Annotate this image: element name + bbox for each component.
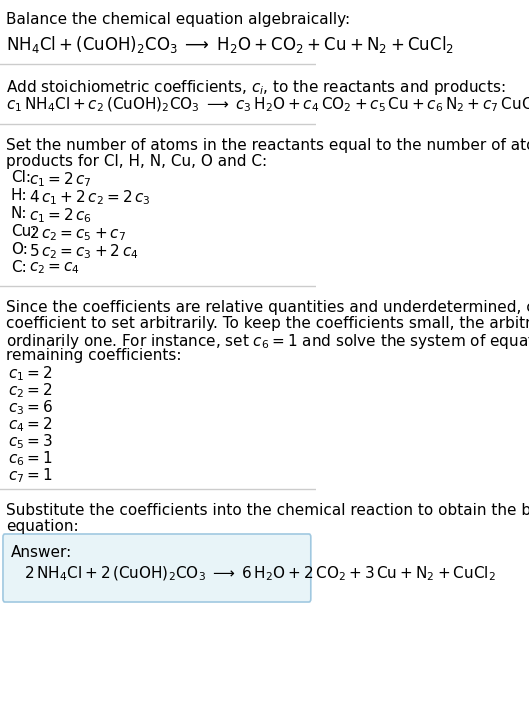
Text: $\mathrm{NH_4Cl + (CuOH)_2CO_3 \;\longrightarrow\; H_2O + CO_2 + Cu + N_2 + CuCl: $\mathrm{NH_4Cl + (CuOH)_2CO_3 \;\longri… [6, 34, 454, 55]
Text: C:: C: [11, 260, 26, 275]
Text: N:: N: [11, 206, 27, 221]
Text: $4\,c_1 + 2\,c_2 = 2\,c_3$: $4\,c_1 + 2\,c_2 = 2\,c_3$ [29, 188, 150, 206]
Text: $c_2 = c_4$: $c_2 = c_4$ [29, 260, 79, 276]
Text: $5\,c_2 = c_3 + 2\,c_4$: $5\,c_2 = c_3 + 2\,c_4$ [29, 242, 138, 261]
Text: $c_1 = 2\,c_7$: $c_1 = 2\,c_7$ [29, 170, 92, 189]
Text: $c_1\, \mathrm{NH_4Cl} + c_2\, \mathrm{(CuOH)_2CO_3} \;\longrightarrow\; c_3\, \: $c_1\, \mathrm{NH_4Cl} + c_2\, \mathrm{(… [6, 96, 529, 114]
Text: products for Cl, H, N, Cu, O and C:: products for Cl, H, N, Cu, O and C: [6, 154, 267, 169]
Text: Add stoichiometric coefficients, $c_i$, to the reactants and products:: Add stoichiometric coefficients, $c_i$, … [6, 78, 506, 97]
Text: equation:: equation: [6, 519, 79, 534]
Text: $c_1 = 2$: $c_1 = 2$ [8, 364, 53, 382]
Text: H:: H: [11, 188, 28, 203]
Text: $c_3 = 6$: $c_3 = 6$ [8, 398, 53, 417]
Text: Cu:: Cu: [11, 224, 36, 239]
Text: $2\,\mathrm{NH_4Cl} + 2\,(\mathrm{CuOH})_2\mathrm{CO_3} \;\longrightarrow\; 6\,\: $2\,\mathrm{NH_4Cl} + 2\,(\mathrm{CuOH})… [24, 565, 496, 583]
Text: Substitute the coefficients into the chemical reaction to obtain the balanced: Substitute the coefficients into the che… [6, 503, 529, 518]
Text: $c_4 = 2$: $c_4 = 2$ [8, 415, 53, 434]
Text: $c_7 = 1$: $c_7 = 1$ [8, 466, 53, 485]
Text: remaining coefficients:: remaining coefficients: [6, 348, 181, 363]
Text: $c_1 = 2\,c_6$: $c_1 = 2\,c_6$ [29, 206, 92, 225]
Text: $c_6 = 1$: $c_6 = 1$ [8, 449, 53, 467]
Text: Set the number of atoms in the reactants equal to the number of atoms in the: Set the number of atoms in the reactants… [6, 138, 529, 153]
Text: O:: O: [11, 242, 28, 257]
Text: ordinarily one. For instance, set $c_6 = 1$ and solve the system of equations fo: ordinarily one. For instance, set $c_6 =… [6, 332, 529, 351]
Text: Answer:: Answer: [11, 545, 72, 560]
Text: $2\,c_2 = c_5 + c_7$: $2\,c_2 = c_5 + c_7$ [29, 224, 126, 243]
Text: Cl:: Cl: [11, 170, 31, 185]
Text: Balance the chemical equation algebraically:: Balance the chemical equation algebraica… [6, 12, 350, 27]
Text: $c_5 = 3$: $c_5 = 3$ [8, 432, 53, 451]
Text: coefficient to set arbitrarily. To keep the coefficients small, the arbitrary va: coefficient to set arbitrarily. To keep … [6, 316, 529, 331]
FancyBboxPatch shape [3, 534, 311, 602]
Text: Since the coefficients are relative quantities and underdetermined, choose a: Since the coefficients are relative quan… [6, 300, 529, 315]
Text: $c_2 = 2$: $c_2 = 2$ [8, 381, 53, 400]
